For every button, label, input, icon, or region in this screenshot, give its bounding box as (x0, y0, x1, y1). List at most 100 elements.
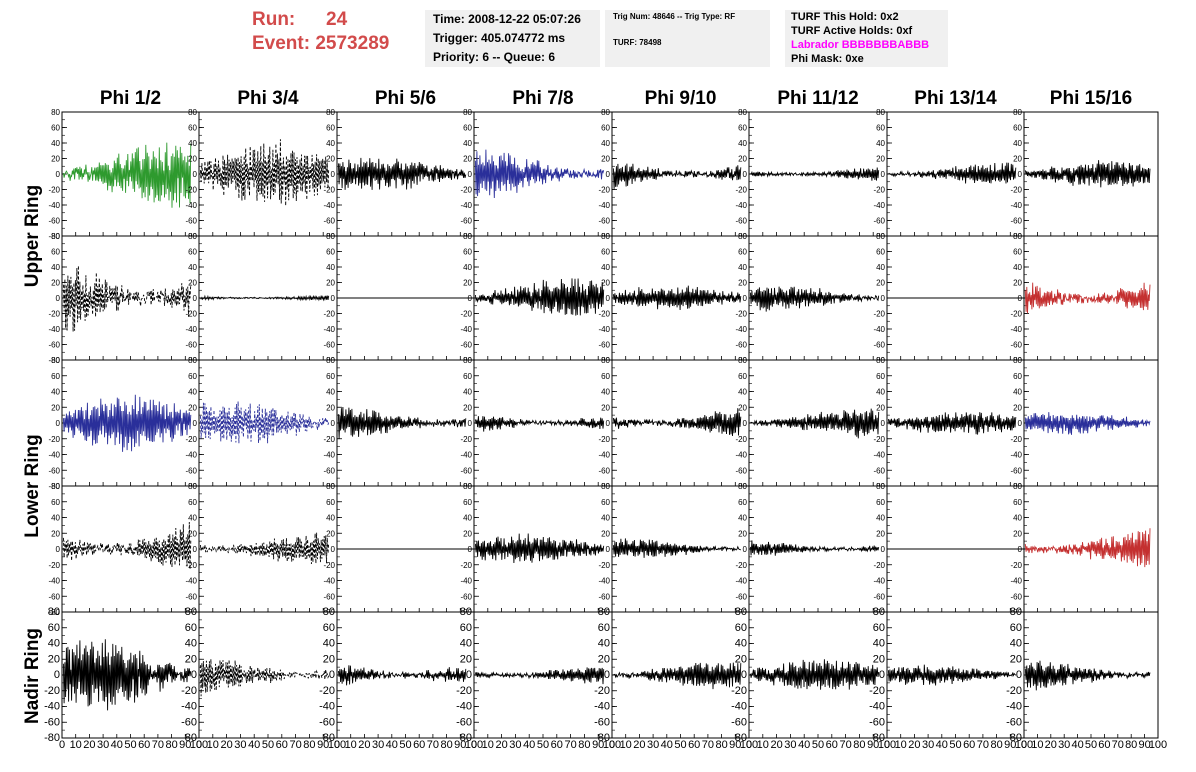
y-tick-label: -20 (319, 685, 335, 697)
y-tick-label: -20 (735, 310, 747, 319)
y-tick-label: 40 (1013, 388, 1022, 397)
x-tick-label: 100 (328, 739, 346, 751)
event-value: 2573289 (315, 33, 390, 54)
y-tick-label: 80 (326, 356, 335, 365)
y-tick-label: 0 (881, 545, 886, 554)
y-tick-label: 40 (326, 139, 335, 148)
y-tick-label: -40 (594, 701, 610, 713)
phi-mask-text: Phi Mask: 0xe (791, 53, 864, 65)
y-tick-label: -60 (598, 217, 610, 226)
y-tick-label: 0 (331, 170, 336, 179)
x-tick-label: 70 (1112, 739, 1124, 751)
y-tick-label: -60 (185, 341, 197, 350)
y-tick-label: -20 (598, 561, 610, 570)
x-tick-label: 20 (83, 739, 95, 751)
y-tick-label: 20 (1013, 279, 1022, 288)
x-tick-label: 30 (784, 739, 796, 751)
y-tick-label: -40 (460, 201, 472, 210)
y-tick-label: 0 (743, 545, 748, 554)
y-tick-label: -40 (323, 577, 335, 586)
y-tick-label: -20 (185, 186, 197, 195)
y-tick-label: 40 (51, 388, 60, 397)
y-tick-label: -40 (323, 451, 335, 460)
y-tick-label: 60 (738, 124, 747, 133)
y-tick-label: -20 (185, 310, 197, 319)
y-tick-label: -80 (319, 732, 335, 744)
y-tick-label: 60 (188, 498, 197, 507)
y-tick-label: -20 (48, 310, 60, 319)
y-tick-label: 20 (188, 403, 197, 412)
y-tick-label: 0 (881, 294, 886, 303)
y-tick-label: 60 (188, 124, 197, 133)
y-tick-label: 20 (463, 279, 472, 288)
ring-label: Lower Ring (22, 434, 43, 537)
y-tick-label: -40 (1010, 577, 1022, 586)
y-tick-label: 0 (191, 669, 197, 681)
y-tick-label: 40 (738, 139, 747, 148)
waveform-line (612, 538, 742, 558)
y-tick-label: -20 (323, 435, 335, 444)
x-tick-label: 100 (878, 739, 896, 751)
y-tick-label: 40 (460, 638, 472, 650)
x-tick-label: 50 (124, 739, 136, 751)
y-tick-label: -60 (48, 592, 60, 601)
y-tick-label: -40 (185, 451, 197, 460)
y-tick-label: 20 (738, 529, 747, 538)
column-header: Phi 13/14 (914, 88, 997, 109)
y-tick-label: -20 (735, 435, 747, 444)
y-tick-label: -20 (48, 435, 60, 444)
y-tick-label: -40 (460, 451, 472, 460)
x-tick-label: 60 (276, 739, 288, 751)
y-tick-label: 0 (604, 669, 610, 681)
y-tick-label: 40 (876, 263, 885, 272)
waveform-line (200, 294, 330, 302)
waveform-line (749, 540, 880, 556)
y-tick-label: -60 (1010, 466, 1022, 475)
y-tick-label: 80 (326, 232, 335, 241)
y-tick-label: 80 (598, 606, 610, 618)
y-tick-label: 0 (1018, 545, 1023, 554)
y-tick-label: -60 (185, 592, 197, 601)
y-tick-label: -40 (735, 451, 747, 460)
y-tick-label: 40 (188, 514, 197, 523)
waveform-line (749, 286, 880, 312)
y-tick-label: 80 (460, 606, 472, 618)
y-tick-label: -60 (323, 592, 335, 601)
y-tick-label: -60 (1010, 592, 1022, 601)
y-tick-label: 0 (879, 669, 885, 681)
x-tick-label: 90 (179, 739, 191, 751)
y-tick-label: -40 (598, 201, 610, 210)
y-tick-label: 60 (463, 372, 472, 381)
y-tick-label: 80 (463, 232, 472, 241)
y-tick-label: 80 (51, 232, 60, 241)
y-tick-label: -80 (48, 608, 60, 617)
y-tick-label: 80 (1010, 606, 1022, 618)
y-tick-label: 0 (329, 669, 335, 681)
y-tick-label: 60 (51, 124, 60, 133)
y-tick-label: 0 (743, 419, 748, 428)
x-tick-label: 50 (262, 739, 274, 751)
ring-label: Nadir Ring (22, 628, 43, 724)
y-tick-label: -20 (735, 186, 747, 195)
y-tick-label: 40 (601, 388, 610, 397)
y-tick-label: -20 (323, 310, 335, 319)
x-tick-label: 50 (537, 739, 549, 751)
y-tick-label: -80 (1006, 732, 1022, 744)
y-tick-label: -60 (873, 341, 885, 350)
x-tick-label: 60 (688, 739, 700, 751)
y-tick-label: -20 (460, 310, 472, 319)
y-tick-label: 80 (188, 232, 197, 241)
x-tick-label: 50 (812, 739, 824, 751)
y-tick-label: 60 (1013, 248, 1022, 257)
y-tick-label: 20 (463, 529, 472, 538)
y-tick-label: -40 (735, 577, 747, 586)
